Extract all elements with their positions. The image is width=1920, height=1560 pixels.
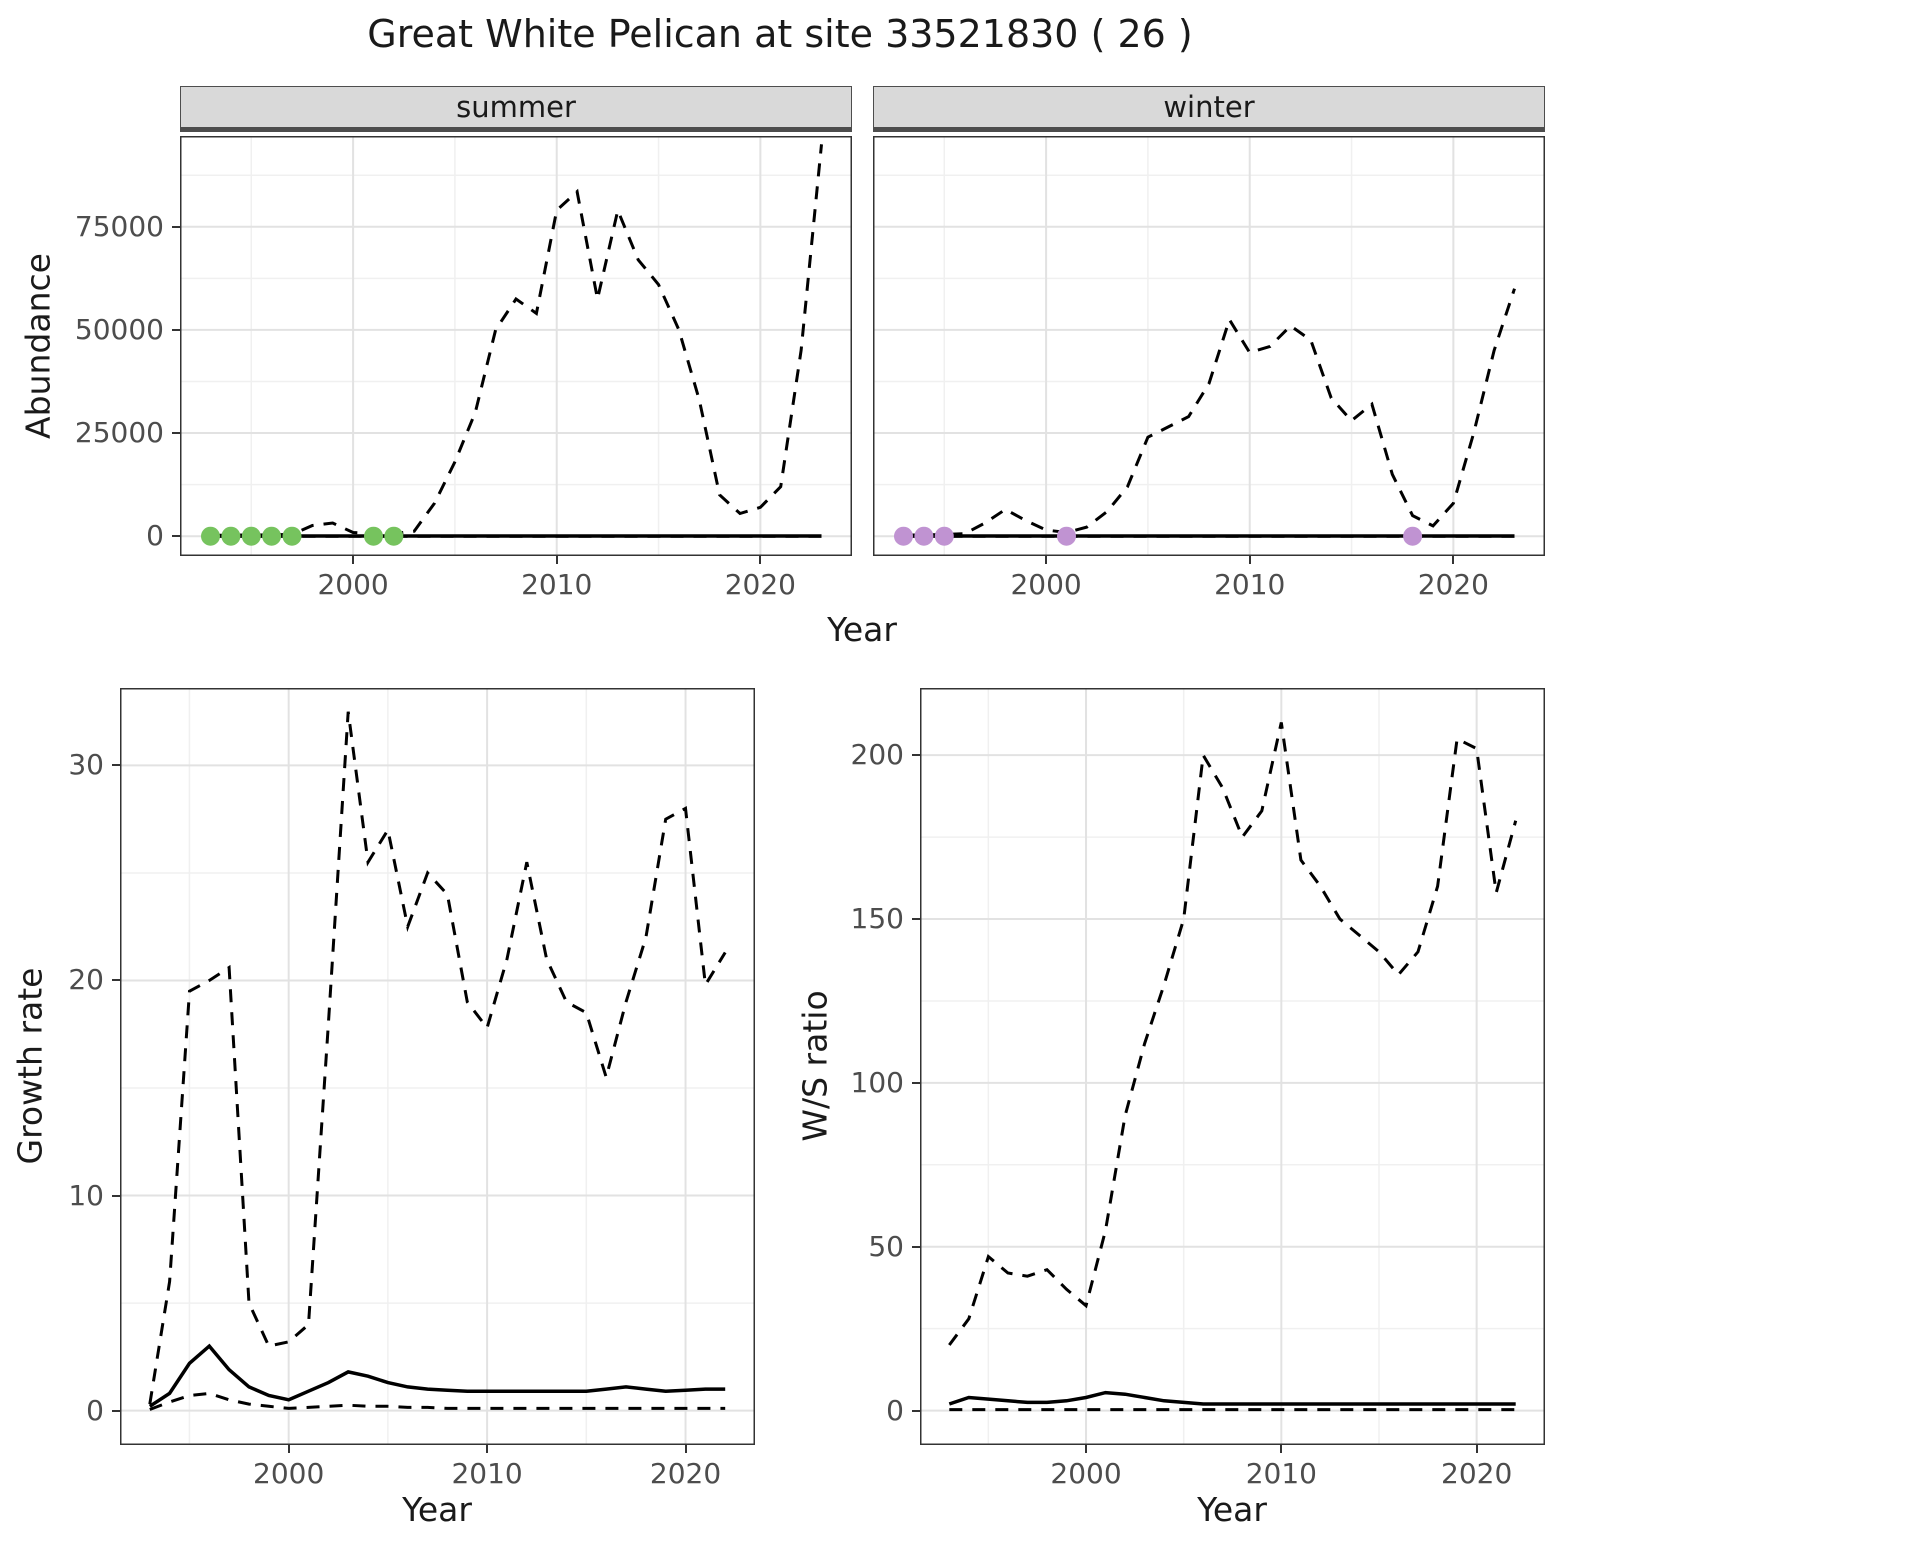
zero-count-year-point: [282, 526, 302, 546]
y-tick-mark: [172, 432, 180, 435]
facet-strip-winter-label: winter: [1163, 90, 1255, 124]
zero-count-year-point: [364, 526, 383, 546]
panel-abundance-summer: [180, 136, 852, 556]
panel-border: [873, 136, 1545, 556]
x-tick-mark: [1248, 556, 1251, 564]
y-tick-mark: [112, 1194, 120, 1197]
facet-strip-winter: winter: [873, 86, 1545, 132]
y-tick-label: 50000: [74, 312, 164, 346]
x-tick-label: 2000: [1010, 568, 1082, 601]
y-tick-mark: [172, 535, 180, 538]
zero-count-year-point: [384, 526, 404, 546]
y-tick-mark: [172, 328, 180, 331]
y-tick-label: 10: [68, 1178, 104, 1212]
x-tick-label: 2020: [649, 1457, 722, 1490]
y-tick-label: 25000: [74, 416, 164, 450]
panel-border: [180, 136, 852, 556]
zero-count-year-point: [934, 526, 954, 546]
series-estimate: [948, 1390, 1516, 1406]
zero-count-year-point: [894, 526, 913, 546]
series-upper-ci: [948, 722, 1518, 1346]
x-tick-mark: [1475, 1445, 1478, 1453]
y-tick-label: 0: [886, 1393, 904, 1427]
panel-ws-ratio: [920, 688, 1545, 1445]
x-tick-label: 2010: [521, 568, 593, 601]
zero-count-year-point: [241, 526, 261, 546]
zero-count-year-point: [1057, 526, 1076, 546]
x-tick-mark: [1085, 1445, 1088, 1453]
zero-count-year-point: [201, 526, 220, 546]
x-tick-mark: [684, 1445, 687, 1453]
y-tick-mark: [912, 1409, 920, 1412]
x-tick-label: 2020: [1441, 1457, 1513, 1490]
x-tick-label: 2000: [317, 568, 389, 601]
y-tick-mark: [912, 1081, 920, 1084]
x-tick-label: 2020: [1417, 568, 1489, 601]
panel-border: [120, 688, 755, 1445]
zero-count-year-point: [262, 526, 282, 546]
y-tick-mark: [112, 1409, 120, 1412]
panel-growth-rate: [120, 688, 755, 1445]
y-tick-mark: [912, 1245, 920, 1248]
x-tick-label: 2010: [1214, 568, 1286, 601]
panel-abundance-winter: [873, 136, 1545, 556]
x-tick-label: 2020: [724, 568, 796, 601]
x-axis-label-top: Year: [827, 610, 897, 649]
series-upper-ci: [210, 144, 823, 537]
panel-border: [920, 688, 1545, 1445]
y-tick-label: 0: [86, 1393, 104, 1427]
figure: Great White Pelican at site 33521830 ( 2…: [11, 12, 1545, 1529]
y-tick-mark: [172, 225, 180, 228]
x-tick-label: 2010: [1245, 1457, 1317, 1490]
y-tick-label: 150: [850, 902, 904, 936]
facet-strip-summer: summer: [180, 86, 852, 132]
series-lower-ci: [149, 1391, 726, 1411]
series-upper-ci: [903, 288, 1516, 537]
x-tick-mark: [555, 556, 558, 564]
x-tick-mark: [1045, 556, 1048, 564]
y-tick-label: 100: [850, 1065, 904, 1099]
zero-count-year-point: [221, 526, 241, 546]
series-upper-ci: [148, 711, 727, 1405]
x-tick-mark: [1452, 556, 1455, 564]
zero-count-year-point: [914, 526, 934, 546]
x-tick-mark: [352, 556, 355, 564]
y-tick-mark: [112, 979, 120, 982]
x-tick-mark: [287, 1445, 290, 1453]
x-axis-label-growth-rate: Year: [402, 1490, 472, 1529]
x-axis-label-ws-ratio: Year: [1197, 1490, 1267, 1529]
x-tick-mark: [1280, 1445, 1283, 1453]
y-tick-mark: [912, 754, 920, 757]
x-tick-mark: [759, 556, 762, 564]
facet-strip-summer-label: summer: [456, 90, 576, 124]
y-axis-label-abundance: Abundance: [18, 253, 58, 439]
y-tick-mark: [912, 918, 920, 921]
x-tick-label: 2000: [253, 1457, 325, 1490]
y-tick-label: 20: [68, 963, 104, 997]
y-tick-mark: [112, 764, 120, 767]
y-tick-label: 30: [68, 748, 104, 782]
x-tick-label: 2010: [451, 1457, 523, 1490]
y-tick-label: 50: [868, 1229, 904, 1263]
y-tick-label: 200: [850, 738, 904, 772]
series-estimate: [148, 1343, 726, 1408]
x-tick-label: 2000: [1050, 1457, 1122, 1490]
x-tick-mark: [486, 1445, 489, 1453]
zero-count-year-point: [1403, 526, 1423, 546]
y-tick-label: 0: [146, 519, 164, 553]
chart-title: Great White Pelican at site 33521830 ( 2…: [367, 12, 1193, 56]
y-tick-label: 75000: [74, 209, 164, 243]
